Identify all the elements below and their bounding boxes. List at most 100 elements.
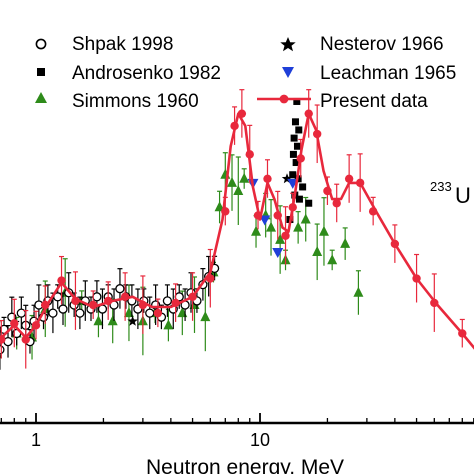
present-data-point [237,109,247,118]
legend-marker-red-circle [279,94,289,104]
androsenko-point [293,97,301,105]
present-data-point [120,292,130,302]
legend-marker-triangle-up [35,92,47,103]
shpak-point [75,308,85,318]
androsenko-point [293,142,301,150]
simmons-point [107,315,118,326]
androsenko-point [292,159,300,167]
leachman-point [272,248,284,259]
present-data-point [296,154,305,163]
shpak-point [92,292,102,302]
simmons-point [353,286,364,297]
shpak-point [162,296,173,306]
present-data-point [245,150,254,159]
legend-marker-star [280,37,296,52]
present-data-point [153,308,163,318]
legend-marker-triangle-down [282,67,294,78]
present-data-point [138,300,148,310]
present-data-point [171,298,180,308]
present-data-point [41,300,50,310]
androsenko-point [291,118,299,126]
isotope-symbol: U [455,183,471,208]
present-data-point [103,296,113,306]
present-data-point [230,121,239,131]
present-data-point [0,335,6,344]
legend-entry-nesterov: Nesterov 1966 [280,34,444,55]
present-data-point [253,211,263,220]
simmons-point [0,353,3,358]
present-data-point [412,274,421,283]
androsenko-point [295,126,303,134]
present-data-point [71,296,80,306]
androsenko-point [289,150,297,158]
simmons-point [300,213,311,224]
legend-label-present: Present data [320,91,428,112]
shpak-point [58,304,68,314]
simmons-point [312,246,323,257]
x-axis: 1 10 [0,413,474,450]
present-data-point [188,292,197,302]
present-data-point [355,178,365,188]
legend-label-nesterov: Nesterov 1966 [320,34,444,55]
simmons-point [340,237,351,248]
present-data-point [31,321,41,330]
simmons-point [200,311,211,322]
present-data-point [57,276,66,285]
present-data-point [10,319,19,328]
simmons-point [266,221,277,232]
present-data-point [221,207,230,216]
legend-label-leachman: Leachman 1965 [320,63,456,84]
present-data-point [288,203,297,212]
present-data-point [323,186,332,196]
present-data-point [312,129,322,139]
x-tick-label: 1 [31,430,41,450]
androsenko-point [299,183,307,191]
simmons-point [233,185,244,196]
simmons-point [239,172,250,183]
present-data-point [21,335,30,344]
x-tick-label: 10 [250,430,270,450]
simmons-point [327,254,338,265]
shpak-point [115,284,125,294]
simmons-point [293,221,304,232]
present-data-line [0,112,474,350]
present-data-point [368,207,378,216]
simmons-point [275,233,286,244]
nesterov-point [127,315,138,326]
legend-entry-shpak: Shpak 1998 [35,34,173,55]
x-axis-title: Neutron energy, MeV [146,456,344,474]
legend-label-androsenko: Androsenko 1982 [72,63,221,84]
simmons-point [251,225,262,236]
shpak-point [145,308,155,318]
present-data-point [344,174,354,183]
legend-entry-simmons: Simmons 1960 [35,91,199,112]
simmons-point [93,315,104,326]
present-data-point [263,174,272,183]
shpak-point [0,345,5,355]
androsenko-point [290,134,298,142]
present-data-point [304,109,313,118]
present-data-point [430,298,439,308]
androsenko-point [289,171,297,179]
androsenko-point [305,199,313,207]
present-data-point [281,231,290,240]
present-data-point [88,300,98,310]
nesterov-point [281,173,293,184]
isotope-annotation: 233 U [430,179,471,208]
present-data-point [390,239,400,249]
simmons-point [163,319,174,330]
leachman-point [259,215,271,226]
simmons-point [318,225,329,236]
legend-entry-androsenko: Androsenko 1982 [37,63,221,84]
series-layer [0,89,474,370]
legend-label-simmons: Simmons 1960 [72,91,199,112]
legend-label-shpak: Shpak 1998 [72,34,173,55]
isotope-mass-number: 233 [430,179,452,194]
legend-entry-present: Present data [257,91,428,112]
shpak-point [48,308,58,318]
androsenko-point [295,195,303,203]
present-data-point [458,329,467,338]
present-data-point [332,199,341,208]
present-data-point [206,274,215,283]
